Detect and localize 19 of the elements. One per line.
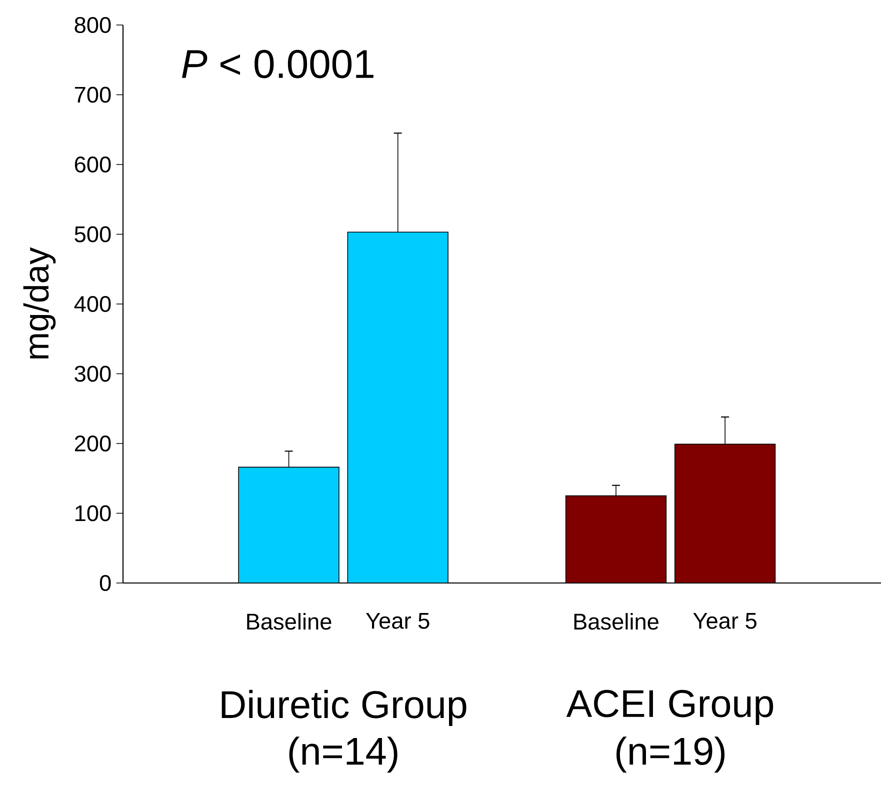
text: (n=19)	[616, 736, 725, 773]
y-axis-title: mg/day	[23, 247, 56, 359]
y-tick-label: 300	[74, 366, 111, 382]
y-tick-label: 0	[100, 574, 111, 592]
y-tick-label: 100	[76, 505, 111, 522]
y-tick-label: 500	[74, 226, 111, 242]
text: Diuretic Group	[222, 690, 466, 726]
y-tick-label: 600	[74, 156, 111, 173]
y-tick-label: 700	[74, 86, 111, 103]
annotation: P < 0.0001	[182, 50, 374, 78]
x-tick-label: Year 5	[693, 613, 756, 629]
y-tick-label: 200	[74, 435, 111, 452]
y-tick-label: 400	[74, 296, 111, 312]
x-tick-label: Year 5	[366, 613, 430, 629]
x-tick-label: Baseline	[574, 613, 658, 630]
text: (n=14)	[289, 736, 398, 773]
y-tick-label: 800	[74, 16, 111, 34]
text: ACEI Group	[566, 690, 774, 725]
x-tick-label: Baseline	[247, 613, 332, 630]
